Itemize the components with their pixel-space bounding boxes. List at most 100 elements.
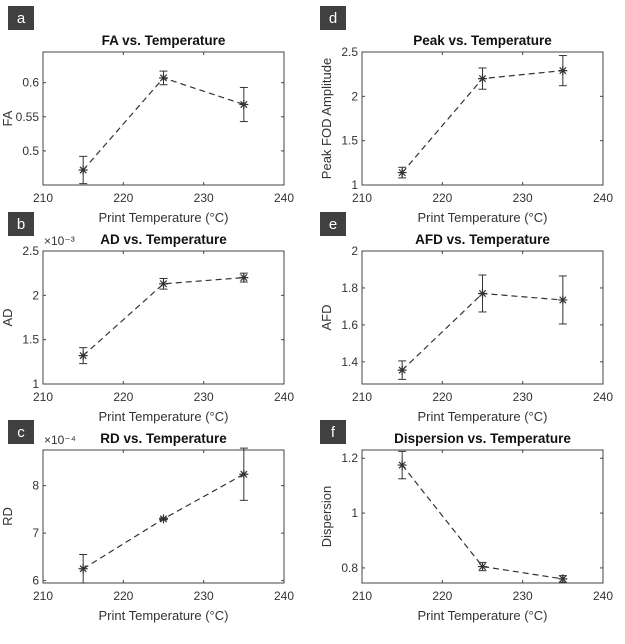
panel-d-y-tick-label: 2 [351,89,358,103]
panel-f-y-tick-label: 1 [351,506,358,520]
panel-e: e AFD vs. Temperature 210 220 230 240 1.4 1.6 1.… [319,212,613,424]
panel-f-x-tick-label: 220 [432,589,452,603]
panel-a-data-point [239,100,249,110]
panel-b-y-tick-label: 1.5 [22,333,39,347]
panel-d-label-bg [320,6,346,30]
panel-c-y-tick-label: 6 [32,574,39,588]
panel-d-y-tick-label: 1.5 [341,134,358,148]
panel-a-y-tick-label: 0.5 [22,144,39,158]
panel-e-data-point [478,288,487,298]
panel-d-data-point [478,74,487,84]
panel-e-y-tick-label: 1.6 [341,318,358,332]
panel-c-y-exponent: ×10⁻⁴ [44,433,76,447]
panel-d-data-point [558,66,568,76]
panel-c-title: RD vs. Temperature [100,431,227,446]
panel-b-series-line [82,277,244,357]
panel-d-x-tick-label: 240 [593,191,613,205]
panel-f-label-bg [320,420,346,444]
panel-b: b AD vs. Temperature 210 220 230 240 1 1.5 2 2.5 P… [0,212,294,424]
panel-a-y-axis-label: FA [0,110,15,126]
panel-c: c RD vs. Temperature 210 220 230 240 6 7 8 Print … [0,420,294,623]
panel-b-axes-frame [42,250,285,385]
panel-e-label-bg [320,212,346,236]
panel-b-title: AD vs. Temperature [100,232,227,247]
panel-a-x-tick-label: 240 [274,191,294,205]
panel-c-x-tick-label: 240 [274,589,294,603]
panel-b-x-tick-label: 220 [113,390,133,404]
panel-a-data-point [159,73,168,83]
panel-b-label: b [17,216,25,233]
panel-e-y-axis-label: AFD [319,305,334,331]
panel-f-label: f [331,424,336,441]
panel-b-y-axis-label: AD [0,308,15,326]
panel-a: a FA vs. Temperature 210 220 230 240 0.5 0.55 0.… [0,6,294,225]
panel-f-series-line [401,464,563,580]
panel-f-y-tick-label: 0.8 [341,561,358,575]
panel-f: f Dispersion vs. Temperature 210 220 230 240 0… [319,420,613,623]
panel-e-x-tick-label: 220 [432,390,452,404]
panel-d-x-axis-label: Print Temperature (°C) [418,210,548,225]
panel-f-x-tick-label: 210 [352,589,372,603]
panel-c-data-point [159,514,168,524]
panel-e-x-tick-label: 210 [352,390,372,404]
panel-d: d Peak vs. Temperature 210 220 230 240 1 1.5 2 2.… [319,6,613,225]
panel-b-y-tick-label: 2 [32,288,39,302]
panel-a-label-bg [8,6,34,30]
panel-f-y-axis-label: Dispersion [319,486,334,547]
panel-e-data-point [558,295,568,305]
panel-b-x-axis-label: Print Temperature (°C) [99,409,229,424]
panel-a-data-point [78,165,88,175]
panel-c-y-tick-label: 7 [32,526,39,540]
panel-d-data-point [397,168,407,178]
panel-d-x-tick-label: 230 [513,191,533,205]
panel-b-data-point [78,351,88,361]
panel-e-x-tick-label: 230 [513,390,533,404]
panel-a-x-tick-label: 230 [194,191,214,205]
panel-b-y-tick-label: 2.5 [22,244,39,258]
panel-d-x-tick-label: 220 [432,191,452,205]
panel-b-y-tick-label: 1 [32,377,39,391]
panel-f-data-point [558,574,568,584]
panel-e-axes-frame [361,250,604,385]
panel-e-y-tick-label: 1.4 [341,355,358,369]
panel-c-label-bg [8,420,34,444]
panel-c-data-point [239,469,249,479]
panel-b-x-tick-label: 210 [33,390,53,404]
panel-f-y-tick-label: 1.2 [341,451,358,465]
panel-a-x-tick-label: 210 [33,191,53,205]
panel-d-y-axis-label: Peak FOD Amplitude [319,58,334,179]
panel-c-x-tick-label: 220 [113,589,133,603]
panel-e-x-axis-label: Print Temperature (°C) [418,409,548,424]
panel-c-y-tick-label: 8 [32,479,39,493]
panel-f-data-point [397,460,407,470]
panel-e-y-tick-label: 1.8 [341,281,358,295]
panel-f-x-tick-label: 230 [513,589,533,603]
panel-c-data-point [78,564,88,574]
panel-a-x-tick-label: 220 [113,191,133,205]
panel-b-x-tick-label: 240 [274,390,294,404]
panel-c-x-tick-label: 210 [33,589,53,603]
panel-e-data-point [397,365,407,375]
panel-e-x-tick-label: 240 [593,390,613,404]
panel-b-label-bg [8,212,34,236]
panel-b-y-exponent: ×10⁻³ [44,234,75,248]
panel-e-y-tick-label: 2 [351,244,358,258]
panel-a-x-axis-label: Print Temperature (°C) [99,210,229,225]
panel-e-label: e [329,216,337,233]
panel-b-data-point [159,279,168,289]
panel-d-label: d [329,10,337,27]
panel-d-y-tick-label: 2.5 [341,45,358,59]
panel-f-x-axis-label: Print Temperature (°C) [418,608,548,623]
panel-d-title: Peak vs. Temperature [413,33,552,48]
panel-e-title: AFD vs. Temperature [415,232,550,247]
panel-f-data-point [478,562,487,572]
panel-b-data-point [239,273,249,283]
panel-a-y-tick-label: 0.55 [16,110,40,124]
panel-d-x-tick-label: 210 [352,191,372,205]
panel-c-label: c [17,424,25,441]
panel-f-x-tick-label: 240 [593,589,613,603]
panel-f-title: Dispersion vs. Temperature [394,431,571,446]
panel-b-x-tick-label: 230 [194,390,214,404]
panel-a-label: a [17,10,26,27]
panel-d-y-tick-label: 1 [351,178,358,192]
